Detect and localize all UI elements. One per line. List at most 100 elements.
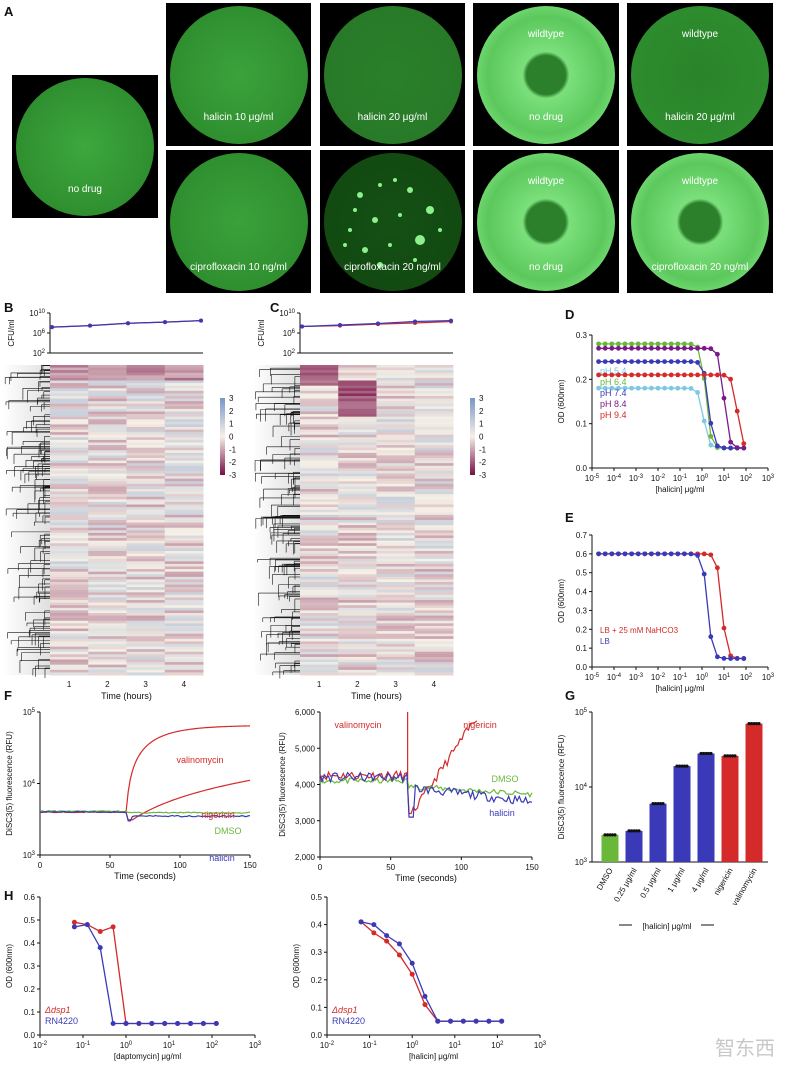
heat-cell [126,432,166,436]
data-point [609,551,615,557]
heat-cell [50,481,89,485]
panel-letter-e: E [565,510,574,525]
heat-cell [50,460,89,464]
x-tick-label: 150 [243,861,257,870]
heat-cell [164,499,204,503]
heat-cell [126,439,166,443]
heat-cell [88,584,127,588]
watermark: 智东西 [715,1036,775,1060]
heat-cell [338,538,377,542]
heat-cell [88,401,127,405]
wildtype-label: wildtype [527,29,565,40]
heat-cell [376,584,416,588]
heat-cell [164,429,204,433]
heat-cell [164,641,204,645]
heat-cell [376,473,416,477]
heat-cell [414,669,454,673]
panel-letter-f: F [4,688,12,703]
heat-cell [300,589,339,593]
heat-cell [164,445,204,449]
heat-cell [50,473,89,477]
heat-cell [300,566,339,570]
data-point [635,341,641,347]
heat-cell [414,514,454,518]
heat-cell [164,607,204,611]
heat-cell [50,538,89,542]
heat-cell [50,592,89,596]
heat-cell [338,532,377,536]
heat-cell [88,476,127,480]
heat-cell [50,365,89,369]
heat-cell [414,644,454,648]
colorbar-tick-label: 0 [229,433,234,442]
data-point [149,1021,155,1026]
data-point [655,385,661,391]
bar [673,766,691,862]
heat-cell [50,664,89,668]
data-point [715,654,720,660]
heat-cell [338,638,377,642]
heat-cell [50,421,89,425]
heat-cell [164,470,204,474]
heat-cell [126,383,166,387]
y-tick-label: 0.2 [576,625,588,634]
data-point [123,1021,129,1026]
heat-cell [300,620,339,624]
heat-cells [50,365,204,676]
heat-cell [414,434,454,438]
heat-cell [88,636,127,640]
colorbar-tick-label: -2 [479,458,487,467]
heat-cell [88,429,127,433]
heat-cell [88,638,127,642]
heat-cell [414,424,454,428]
heat-cell [126,602,166,606]
heat-cell [376,574,416,578]
x-tick-label: 100 [173,861,187,870]
y-tick-label: 103 [23,851,36,860]
data-point [721,656,727,661]
cfu-axis-label: CFU/ml [257,319,266,346]
heat-cell [126,538,166,542]
heat-cell [376,460,416,464]
data-point [642,385,648,391]
heat-cell [126,667,166,671]
plate-label: no drug [529,262,563,273]
series-label: DMSO [492,774,519,784]
heat-cell [164,468,204,472]
heat-cell [164,491,204,495]
data-point [682,341,687,347]
heat-cell [300,649,339,653]
heat-cell [338,463,377,467]
heat-cell [164,408,204,412]
heat-cell [300,592,339,596]
heat-cell [338,481,377,485]
heat-cell [338,574,377,578]
heat-cell [414,569,454,573]
heat-cell [338,432,377,436]
heat-cell [414,452,454,456]
heat-cell [50,636,89,640]
heat-cell [126,551,166,555]
heat-cell [50,468,89,472]
bar-point [637,829,641,833]
heat-cell [164,576,204,580]
heat-cell [414,527,454,531]
heat-cell [164,509,204,513]
heat-cell [300,553,339,557]
heat-cell [300,638,339,642]
heat-cell [126,646,166,650]
data-point [675,551,681,557]
x-tick-label: 3 [393,680,398,689]
heat-cell [164,582,204,586]
heat-cell [126,427,166,431]
heat-cell [50,414,89,418]
data-point [668,345,674,351]
data-point [708,346,714,352]
heat-cell [164,615,204,619]
heat-cell [300,514,339,518]
heat-cell [126,582,166,586]
heat-cell [50,527,89,531]
heat-cell [164,365,204,369]
heat-cell [126,429,166,433]
heat-cell [126,625,166,629]
